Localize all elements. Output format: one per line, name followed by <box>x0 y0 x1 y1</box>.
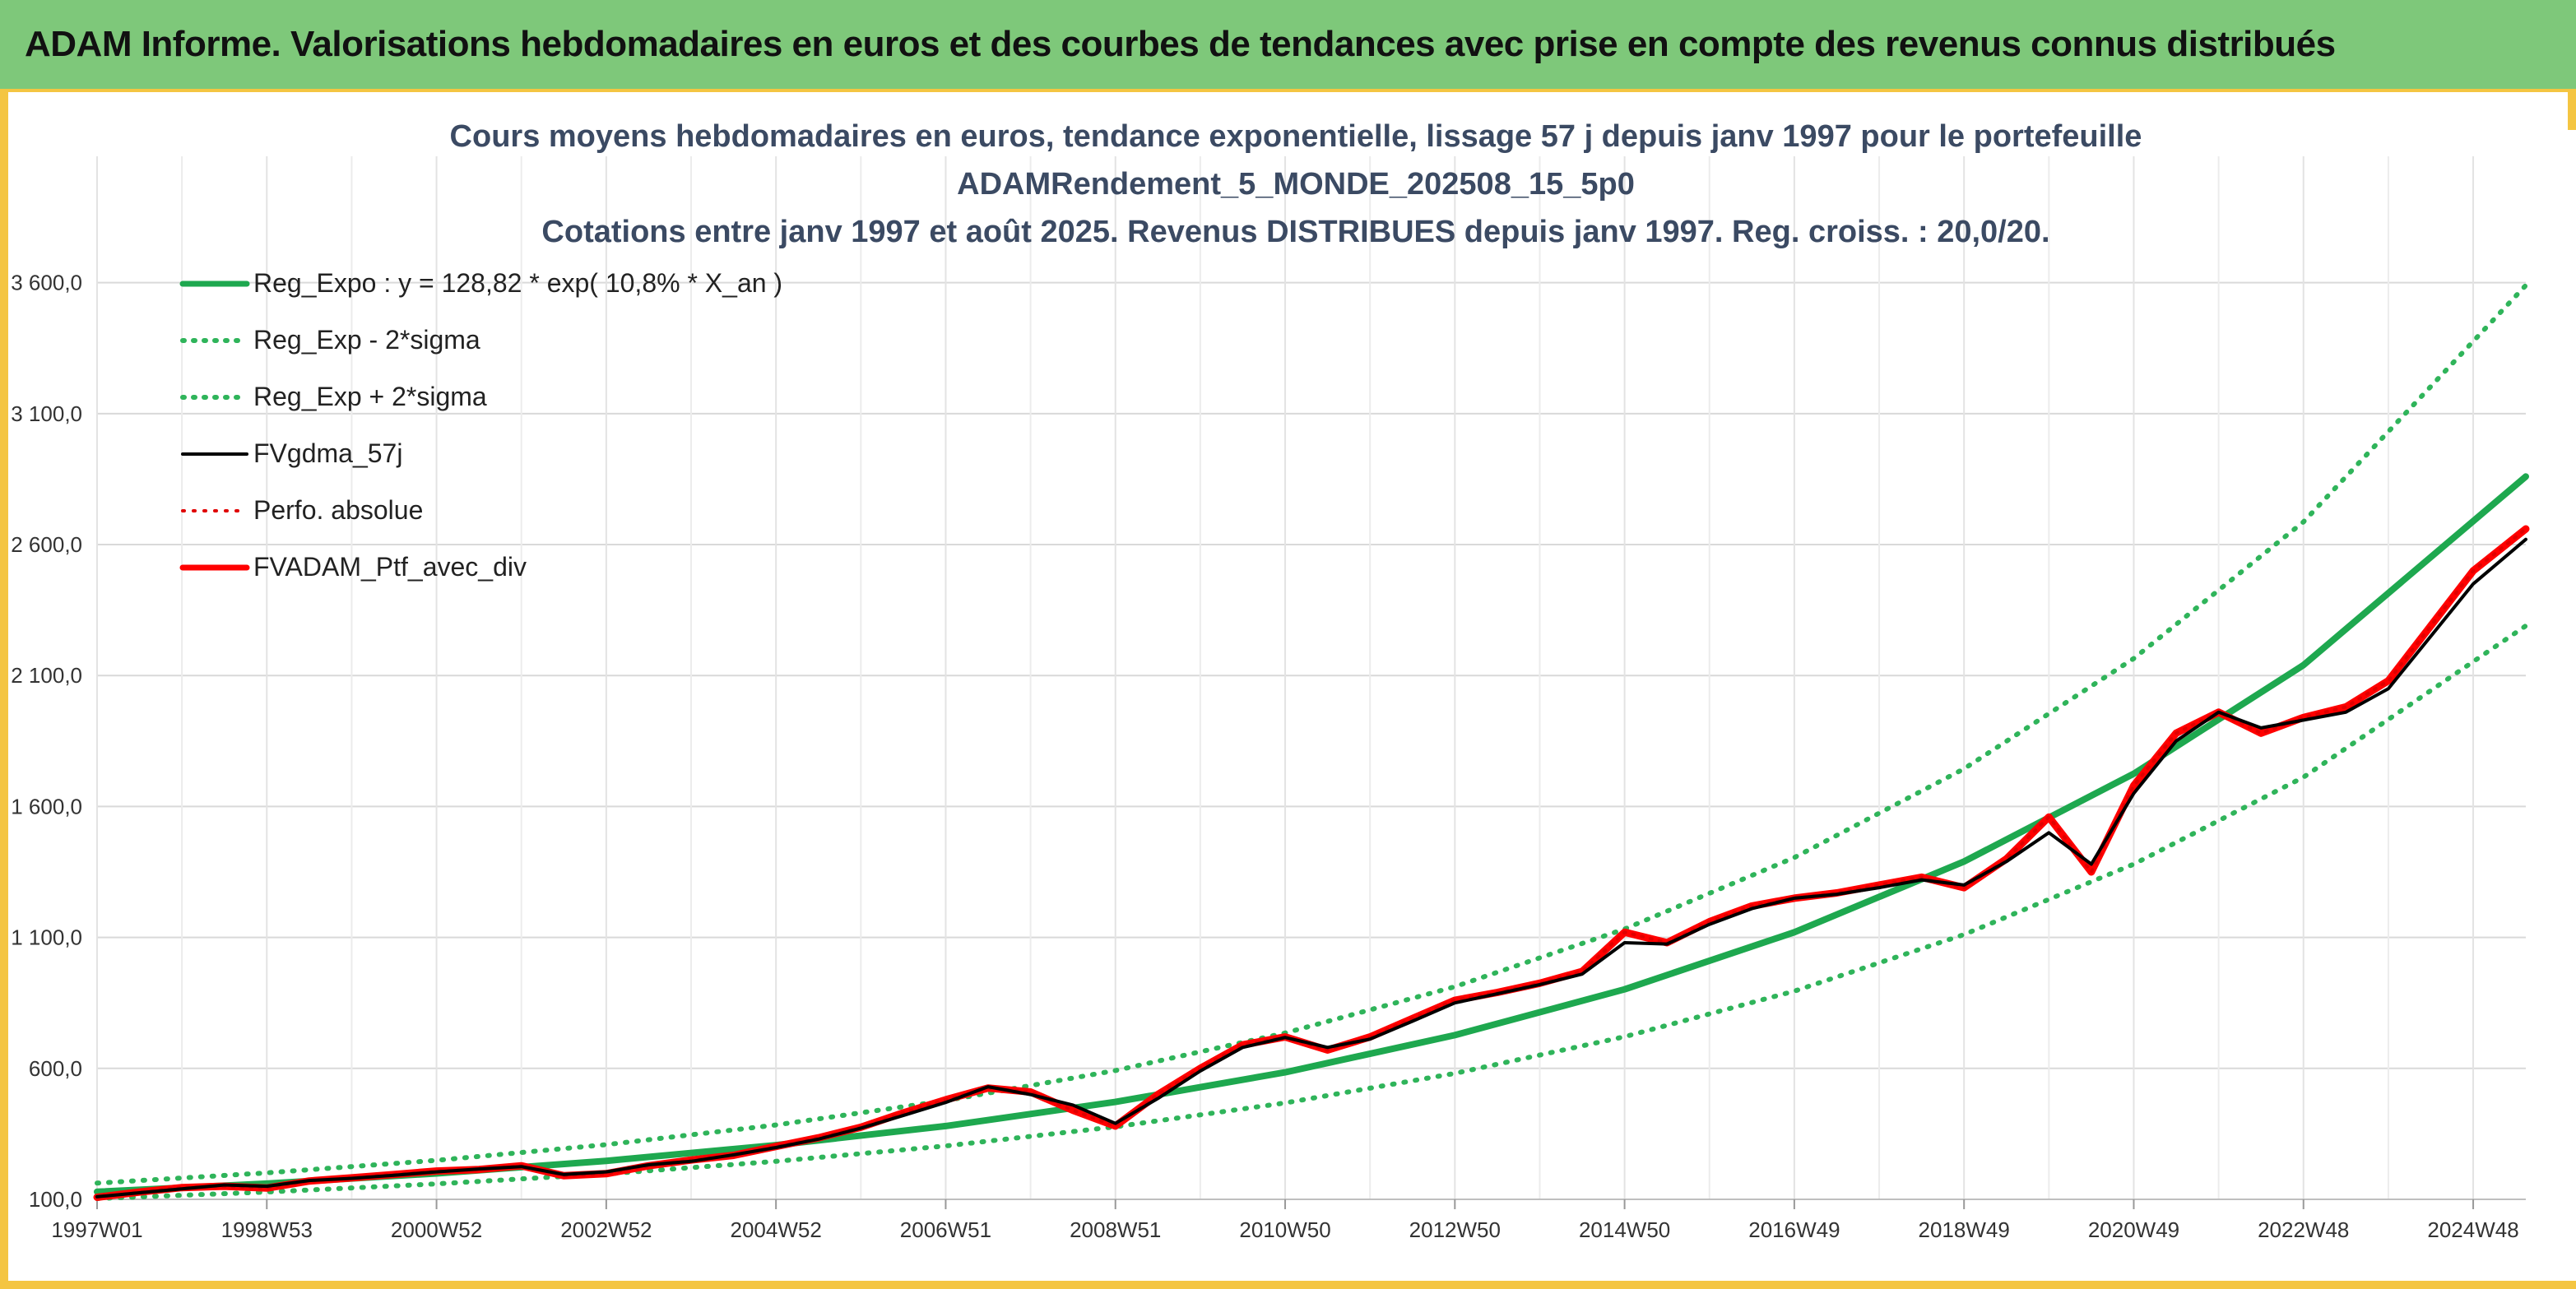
legend-label: Reg_Exp - 2*sigma <box>253 325 480 355</box>
y-tick-label: 1 100,0 <box>11 925 82 950</box>
x-tick-label: 2014W50 <box>1579 1217 1670 1242</box>
y-tick-label: 600,0 <box>29 1056 82 1081</box>
legend-label: Reg_Expo : y = 128,82 * exp( 10,8% * X_a… <box>253 268 782 298</box>
banner-title: ADAM Informe. Valorisations hebdomadaire… <box>25 24 2336 64</box>
y-tick-label: 1 600,0 <box>11 794 82 818</box>
y-tick-label: 100,0 <box>29 1187 82 1212</box>
chart-title-line-1: Cours moyens hebdomadaires en euros, ten… <box>450 119 2142 154</box>
chart-frame <box>0 89 2576 1289</box>
chart-title-line-2: ADAMRendement_5_MONDE_202508_15_5p0 <box>957 167 1635 202</box>
x-tick-label: 2022W48 <box>2258 1217 2349 1242</box>
frame-accent <box>2568 89 2576 130</box>
x-tick-label: 2018W49 <box>1919 1217 2010 1242</box>
x-tick-label: 1998W53 <box>221 1217 313 1242</box>
y-tick-label: 3 600,0 <box>11 271 82 295</box>
x-tick-label: 2000W52 <box>391 1217 482 1242</box>
legend-label: FVgdma_57j <box>253 438 402 468</box>
x-tick-label: 2024W48 <box>2427 1217 2518 1242</box>
x-tick-label: 2016W49 <box>1748 1217 1840 1242</box>
y-tick-label: 2 600,0 <box>11 532 82 557</box>
y-axis: 100,0 600,0 1 100,0 1 600,0 2 100,0 2 600,0 3 … <box>11 271 82 1212</box>
legend-label: Reg_Exp + 2*sigma <box>253 382 487 411</box>
x-tick-label: 2002W52 <box>560 1217 652 1242</box>
legend-label: FVADAM_Ptf_avec_div <box>253 552 527 582</box>
y-tick-label: 3 100,0 <box>11 401 82 426</box>
series-layer <box>93 282 2530 1201</box>
chart-title-line-3: Cotations entre janv 1997 et août 2025. … <box>541 215 2049 249</box>
x-axis: 1997W01 1998W53 2000W52 2002W52 2004W52 2006W… <box>51 1199 2519 1242</box>
x-tick-label: 2006W51 <box>900 1217 991 1242</box>
series-line-2 <box>95 282 2528 1186</box>
header-banner: ADAM Informe. Valorisations hebdomadaire… <box>0 0 2576 92</box>
x-tick-label: 2008W51 <box>1070 1217 1161 1242</box>
series-line-1 <box>95 623 2528 1201</box>
x-tick-label: 1997W01 <box>51 1217 142 1242</box>
y-tick-label: 2 100,0 <box>11 663 82 688</box>
x-tick-label: 2004W52 <box>731 1217 822 1242</box>
x-tick-label: 2010W50 <box>1239 1217 1330 1242</box>
x-tick-label: 2012W50 <box>1409 1217 1501 1242</box>
series-line-0 <box>94 473 2529 1195</box>
x-tick-label: 2020W49 <box>2088 1217 2179 1242</box>
chart-legend: Reg_Expo : y = 128,82 * exp( 10,8% * X_a… <box>179 268 782 582</box>
series-line-3 <box>95 537 2527 1199</box>
legend-label: Perfo. absolue <box>253 495 423 525</box>
